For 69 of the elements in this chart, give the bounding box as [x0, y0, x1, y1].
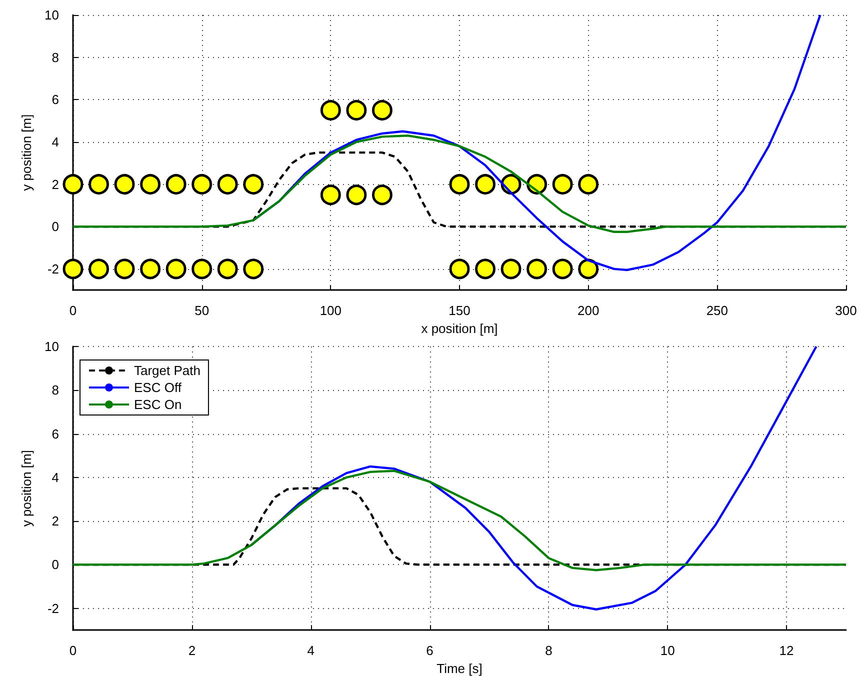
y-tick-label: 0 — [52, 219, 59, 234]
x-tick-label: 250 — [706, 303, 728, 318]
y-tick-label: 2 — [52, 176, 59, 192]
point — [140, 258, 161, 280]
x-tick-label: 4 — [307, 643, 314, 658]
point — [320, 100, 341, 120]
legend-label: ESC Off — [134, 380, 182, 395]
y-tick-label: 6 — [52, 92, 59, 108]
point — [140, 174, 161, 195]
y-tick-label: 4 — [52, 134, 59, 150]
x-tick-label: 10 — [660, 643, 675, 658]
x-tick-label: 2 — [188, 643, 196, 658]
y-tick-label: 4 — [52, 470, 59, 485]
y-tick-label: 6 — [52, 426, 59, 442]
y-tick-label: -2 — [47, 261, 59, 276]
y-tick-label: 10 — [44, 339, 59, 354]
x-tick-label: 6 — [426, 643, 434, 658]
point — [114, 174, 135, 195]
point — [578, 258, 599, 280]
point — [166, 174, 186, 195]
x-tick-label: 200 — [577, 303, 600, 318]
y-tick-label: 8 — [52, 50, 59, 65]
point — [88, 174, 110, 195]
x-tick-label: 150 — [448, 303, 470, 318]
y-axis-title: y position [m] — [19, 450, 34, 527]
x-tick-label: 50 — [194, 303, 210, 318]
point — [346, 100, 367, 120]
point — [552, 258, 573, 280]
point — [88, 258, 110, 280]
point — [217, 174, 238, 195]
legend-label: ESC On — [134, 397, 182, 412]
point — [166, 258, 186, 280]
point — [449, 258, 470, 280]
x-axis-title: Time [s] — [436, 661, 482, 676]
x-tick-label: 8 — [545, 643, 552, 658]
point — [578, 174, 599, 195]
y-tick-label: 2 — [52, 514, 59, 529]
y-tick-label: 0 — [52, 557, 59, 572]
x-tick-label: 0 — [69, 643, 77, 658]
y-axis-title: y position [m] — [19, 114, 34, 191]
x-tick-label: 300 — [835, 303, 857, 318]
legend-label: Target Path — [134, 363, 200, 378]
point — [192, 258, 212, 280]
point — [372, 184, 392, 206]
x-tick-label: 100 — [320, 303, 342, 318]
point — [500, 258, 522, 280]
x-tick-label: 12 — [779, 643, 794, 658]
x-axis-title: x position [m] — [421, 321, 498, 336]
point — [114, 258, 135, 280]
y-tick-label: 8 — [52, 382, 59, 398]
point — [449, 174, 470, 195]
point — [372, 100, 392, 120]
line-series — [72, 470, 848, 572]
point — [526, 258, 548, 280]
line-series — [72, 134, 848, 234]
y-tick-label: -2 — [47, 600, 59, 616]
point — [243, 258, 264, 280]
point — [475, 258, 496, 280]
point — [62, 258, 84, 280]
point — [243, 174, 264, 195]
y-tick-label: 10 — [44, 8, 59, 22]
point — [62, 174, 84, 195]
point — [192, 174, 212, 195]
point — [346, 184, 367, 206]
point — [217, 258, 238, 280]
point — [320, 184, 341, 206]
x-tick-label: 0 — [69, 303, 77, 318]
point — [552, 174, 573, 195]
point — [475, 174, 496, 195]
